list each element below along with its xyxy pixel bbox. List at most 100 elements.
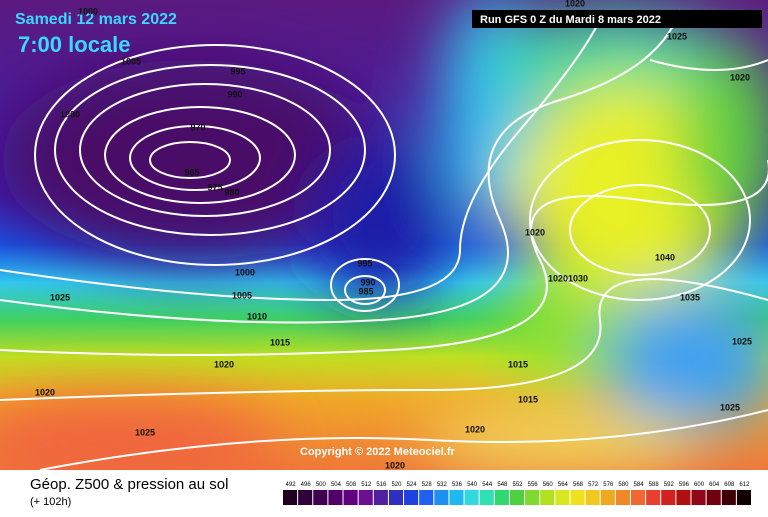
legend-swatch — [449, 490, 464, 505]
legend-label: 604 — [709, 482, 720, 488]
isobar-label: 1000 — [78, 6, 98, 16]
legend-swatch — [404, 490, 419, 505]
isobar-label: 970 — [190, 122, 205, 132]
legend-label: 512 — [361, 482, 372, 488]
legend-label: 496 — [301, 482, 312, 488]
legend-label: 572 — [588, 482, 599, 488]
legend-label: 568 — [573, 482, 584, 488]
legend-swatch — [736, 490, 751, 505]
isobar-label: 1005 — [232, 290, 252, 300]
isobar-label: 1030 — [568, 273, 588, 283]
legend-label: 548 — [497, 482, 508, 488]
legend-label: 576 — [603, 482, 614, 488]
legend-swatch — [283, 490, 298, 505]
legend-swatch — [419, 490, 434, 505]
legend-label: 536 — [452, 482, 463, 488]
legend-swatch — [646, 490, 661, 505]
isobar-label: 1040 — [655, 252, 675, 262]
legend-swatch — [630, 490, 646, 505]
legend-swatch — [676, 490, 691, 505]
isobar-label: 975 — [207, 182, 222, 192]
footer-title: Géop. Z500 & pression au sol — [30, 476, 228, 493]
isobar-label: 1000 — [60, 109, 80, 119]
legend-swatch — [313, 490, 328, 505]
legend-label: 608 — [724, 482, 735, 488]
isobar-label: 1020 — [730, 72, 750, 82]
legend-label: 492 — [286, 482, 297, 488]
isobar-label: 995 — [357, 258, 372, 268]
isobar-label: 1025 — [667, 31, 687, 41]
legend-label: 612 — [739, 482, 750, 488]
isobar-label: 1010 — [247, 311, 267, 321]
isobar-label: 1025 — [720, 402, 740, 412]
isobar-label: 1020 — [565, 0, 585, 8]
isobar-label: 1035 — [680, 292, 700, 302]
isobar-label: 1000 — [235, 267, 255, 277]
isobar-label: 990 — [227, 89, 242, 99]
run-label: Run GFS 0 Z du Mardi 8 mars 2022 — [480, 14, 661, 26]
legend-label: 580 — [618, 482, 629, 488]
legend-swatch — [464, 490, 479, 505]
legend-label: 584 — [634, 482, 645, 488]
legend-label: 544 — [482, 482, 493, 488]
legend-swatch — [479, 490, 494, 505]
legend-swatch — [298, 490, 313, 505]
legend-swatch — [373, 490, 388, 505]
legend-swatch — [388, 490, 404, 505]
isobar-label: 1020 — [525, 227, 545, 237]
legend-label: 504 — [331, 482, 342, 488]
legend-swatch — [691, 490, 706, 505]
legend-label: 564 — [558, 482, 569, 488]
legend-swatch — [540, 490, 555, 505]
legend-label: 508 — [346, 482, 357, 488]
legend-swatch — [706, 490, 721, 505]
isobar-label: 995 — [230, 66, 245, 76]
legend-swatch — [570, 490, 585, 505]
legend-label: 528 — [422, 482, 433, 488]
field-blobs — [0, 0, 768, 470]
map-area — [0, 0, 768, 470]
legend-label: 556 — [528, 482, 539, 488]
forecast-time: 7:00 locale — [18, 32, 131, 57]
isobar-label: 1015 — [508, 359, 528, 369]
isobar-lines — [0, 9, 768, 470]
isobar-label: 980 — [224, 187, 239, 197]
legend-swatch — [585, 490, 600, 505]
isobar-label: 1020 — [35, 387, 55, 397]
legend-label: 600 — [694, 482, 705, 488]
legend-label: 552 — [512, 482, 523, 488]
isobar-label: 1020 — [385, 460, 405, 470]
legend-swatch — [509, 490, 525, 505]
legend-swatch — [525, 490, 540, 505]
isobar-label: 1020 — [548, 273, 568, 283]
legend-swatch — [343, 490, 358, 505]
legend-swatch — [615, 490, 630, 505]
isobar-label: 1025 — [135, 427, 155, 437]
isobar-label: 985 — [358, 286, 373, 296]
isobar-label: 1015 — [518, 394, 538, 404]
legend-label: 596 — [679, 482, 690, 488]
legend-swatch — [555, 490, 570, 505]
legend-label: 560 — [543, 482, 554, 488]
legend-swatch — [494, 490, 509, 505]
run-box — [472, 10, 762, 28]
legend-label: 588 — [649, 482, 660, 488]
legend-label: 520 — [391, 482, 402, 488]
legend-label: 540 — [467, 482, 478, 488]
legend-label: 532 — [437, 482, 448, 488]
isobar-label: 990 — [360, 277, 375, 287]
legend-swatch — [661, 490, 676, 505]
isobar-label: 1020 — [214, 359, 234, 369]
footer-lead: (+ 102h) — [30, 496, 71, 508]
isobar-label: 1020 — [465, 424, 485, 434]
legend-label: 500 — [316, 482, 327, 488]
isobar-label: 1015 — [270, 337, 290, 347]
copyright: Copyright © 2022 Meteociel.fr — [300, 446, 456, 458]
legend-swatch — [434, 490, 449, 505]
isobar-label: 1005 — [121, 56, 141, 66]
legend-label: 516 — [376, 482, 387, 488]
legend-swatch — [328, 490, 343, 505]
isobar-label: 1025 — [732, 336, 752, 346]
